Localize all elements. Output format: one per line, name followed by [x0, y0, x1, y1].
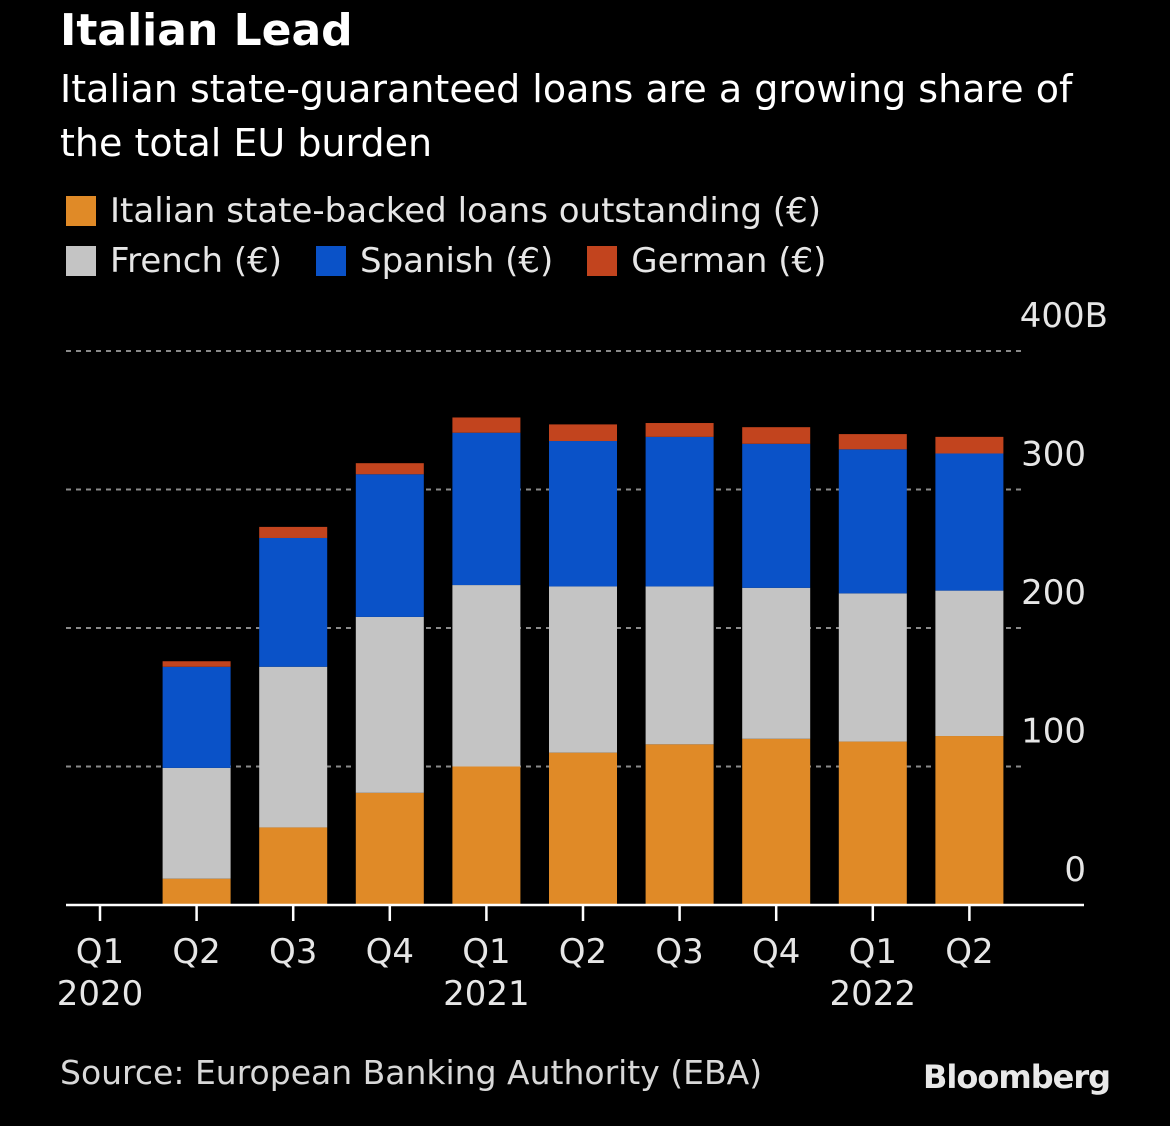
chart-subtitle: Italian state-guaranteed loans are a gro… — [60, 67, 1073, 165]
x-tick-label-quarter: Q2 — [945, 932, 993, 972]
legend-label-french: French (€) — [110, 241, 282, 281]
legend-label-italian: Italian state-backed loans outstanding (… — [110, 191, 821, 231]
bar-segment-italian — [935, 736, 1004, 905]
legend-swatch-german — [587, 246, 618, 276]
y-tick-label: 200 — [1021, 573, 1086, 613]
x-tick-label-quarter: Q4 — [752, 932, 800, 972]
x-tick-label-quarter: Q3 — [655, 932, 703, 972]
chart-title: Italian Lead — [60, 5, 353, 56]
y-tick-label: 0 — [1064, 850, 1086, 890]
bar-segment-french — [259, 666, 328, 828]
bar-segment-italian — [549, 752, 617, 905]
bar-segment-german — [645, 423, 714, 437]
bar-segment-spanish — [935, 453, 1004, 591]
bar-segment-german — [549, 424, 617, 442]
bar-segment-italian — [355, 792, 424, 905]
legend-swatch-italian — [66, 196, 96, 226]
x-tick-label-quarter: Q2 — [559, 932, 607, 972]
legend-swatch-french — [66, 246, 96, 276]
bar-segment-german — [742, 427, 811, 444]
bar-segment-spanish — [355, 474, 424, 617]
legend-item-german: German (€) — [587, 236, 826, 286]
legend-item-italian: Italian state-backed loans outstanding (… — [66, 186, 821, 236]
bar-segment-spanish — [742, 443, 811, 588]
x-tick-label-quarter: Q4 — [366, 932, 414, 972]
bar-segment-spanish — [259, 537, 328, 667]
bar-segment-german — [452, 417, 521, 433]
bar-segment-french — [452, 585, 521, 767]
y-tick-label: 100 — [1021, 712, 1086, 752]
bar-segment-german — [162, 661, 231, 667]
bar-segment-french — [355, 616, 424, 793]
bar-segment-french — [838, 593, 907, 742]
bar-segment-french — [645, 586, 714, 745]
bar-segment-spanish — [645, 436, 714, 587]
y-tick-label: 300 — [1021, 435, 1086, 475]
bar-segment-italian — [838, 741, 907, 905]
y-tick-label: 400B — [1020, 296, 1108, 336]
bar-segment-german — [935, 436, 1004, 454]
legend-item-french: French (€) — [66, 236, 282, 286]
legend-swatch-spanish — [316, 246, 346, 276]
bar-segment-spanish — [452, 432, 521, 586]
bar-segment-french — [162, 767, 231, 879]
legend-item-spanish: Spanish (€) — [316, 236, 553, 286]
bar-segment-italian — [645, 744, 714, 905]
x-tick-label-quarter: Q2 — [172, 932, 220, 972]
x-tick-label-quarter: Q1 — [462, 932, 510, 972]
legend: Italian state-backed loans outstanding (… — [66, 186, 1126, 286]
legend-row: Italian state-backed loans outstanding (… — [66, 186, 1126, 236]
source-note: Source: European Banking Authority (EBA) — [60, 1053, 763, 1092]
bar-segment-german — [355, 463, 424, 475]
bar-segment-italian — [452, 766, 521, 905]
x-tick-label-year: 2021 — [443, 974, 530, 1014]
bar-segment-german — [838, 434, 907, 450]
x-tick-label-year: 2022 — [830, 974, 917, 1014]
bar-segment-german — [259, 526, 328, 538]
bar-segment-french — [549, 586, 617, 753]
x-tick-label-quarter: Q1 — [76, 932, 124, 972]
bar-segment-italian — [742, 738, 811, 905]
bar-segment-spanish — [162, 666, 231, 768]
bar-segment-french — [935, 590, 1004, 737]
bar-segment-spanish — [549, 441, 617, 587]
bar-segment-italian — [162, 878, 231, 905]
x-tick-label-quarter: Q3 — [269, 932, 317, 972]
bar-segment-italian — [259, 827, 328, 905]
x-tick-label-year: 2020 — [57, 974, 144, 1014]
bloomberg-logo: Bloomberg — [923, 1058, 1111, 1096]
bar-segment-spanish — [838, 449, 907, 594]
bar-segment-french — [742, 587, 811, 739]
x-tick-label-quarter: Q1 — [849, 932, 897, 972]
legend-label-german: German (€) — [631, 241, 827, 281]
legend-label-spanish: Spanish (€) — [360, 241, 554, 281]
legend-row: French (€) Spanish (€) German (€) — [66, 236, 1126, 286]
